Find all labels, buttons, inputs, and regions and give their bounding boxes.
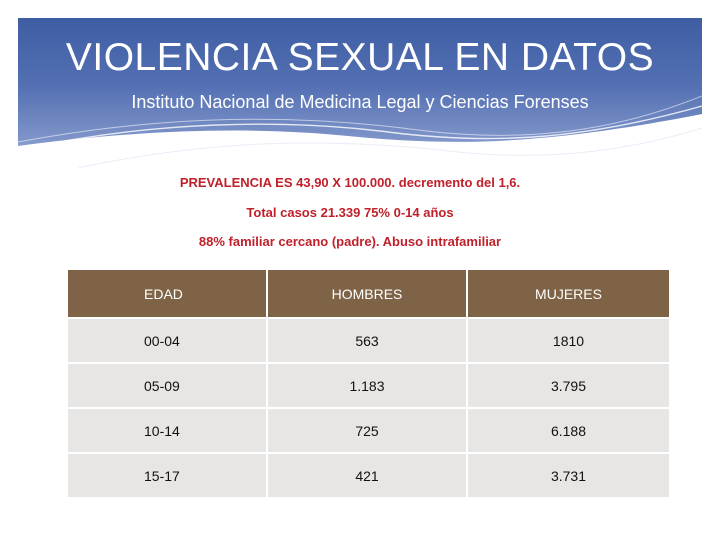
- header-hombres: HOMBRES: [266, 268, 468, 319]
- header-edad: EDAD: [66, 268, 268, 319]
- cell-edad: 05-09: [66, 362, 268, 409]
- cell-mujeres: 3.795: [466, 362, 671, 409]
- wave-decoration: [18, 95, 702, 168]
- cell-hombres: 1.183: [266, 362, 468, 409]
- statistics-table: EDAD HOMBRES MUJERES 00-04 563 1810 05-0…: [66, 268, 671, 499]
- cell-mujeres: 1810: [466, 317, 671, 364]
- total-cases-note: Total casos 21.339 75% 0-14 años: [246, 205, 454, 220]
- header-mujeres: MUJERES: [466, 268, 671, 319]
- cell-mujeres: 6.188: [466, 407, 671, 454]
- cell-edad: 10-14: [66, 407, 268, 454]
- cell-edad: 00-04: [66, 317, 268, 364]
- table-row: 15-17 421 3.731: [66, 452, 671, 499]
- cell-hombres: 725: [266, 407, 468, 454]
- table-header-row: EDAD HOMBRES MUJERES: [66, 268, 671, 319]
- table-row: 05-09 1.183 3.795: [66, 362, 671, 409]
- title-banner: [18, 18, 702, 168]
- prevalence-note: PREVALENCIA ES 43,90 X 100.000. decremen…: [179, 175, 521, 190]
- cell-hombres: 421: [266, 452, 468, 499]
- family-abuse-note: 88% familiar cercano (padre). Abuso intr…: [198, 234, 502, 249]
- table-row: 00-04 563 1810: [66, 317, 671, 364]
- cell-edad: 15-17: [66, 452, 268, 499]
- page-title: VIOLENCIA SEXUAL EN DATOS: [65, 36, 655, 79]
- cell-hombres: 563: [266, 317, 468, 364]
- table-row: 10-14 725 6.188: [66, 407, 671, 454]
- page-subtitle: Instituto Nacional de Medicina Legal y C…: [131, 92, 589, 112]
- cell-mujeres: 3.731: [466, 452, 671, 499]
